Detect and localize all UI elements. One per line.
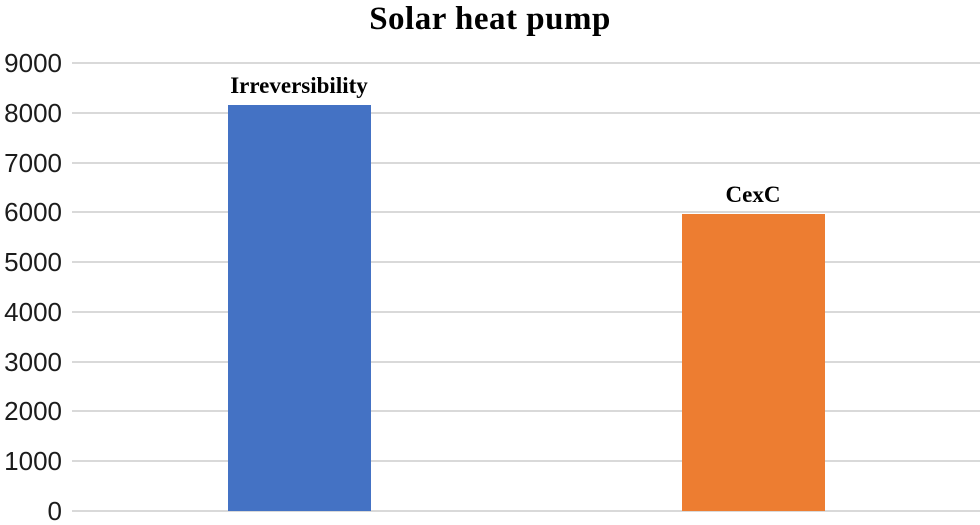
gridline-5000 <box>72 261 980 264</box>
bar-irreversibility <box>227 105 371 511</box>
gridline-0 <box>72 510 980 512</box>
y-tick-label: 3000 <box>4 346 62 377</box>
gridline-3000 <box>72 360 980 363</box>
y-tick-label: 9000 <box>4 48 62 78</box>
gridline-1000 <box>72 460 980 463</box>
chart-title: Solar heat pump <box>369 1 611 37</box>
gridline-4000 <box>72 310 980 313</box>
y-tick-label: 8000 <box>4 97 62 128</box>
y-tick-label: 2000 <box>4 396 62 427</box>
gridline-8000 <box>72 111 980 114</box>
y-tick-label: 6000 <box>4 197 62 228</box>
y-tick-label: 7000 <box>4 147 62 178</box>
gridline-2000 <box>72 410 980 413</box>
bar-cexc <box>681 213 825 511</box>
bar-label-irreversibility: Irreversibility <box>230 73 368 99</box>
y-tick-label: 0 <box>47 496 62 525</box>
bar-label-cexc: CexC <box>725 181 781 207</box>
gridline-7000 <box>72 161 980 164</box>
y-tick-label: 1000 <box>4 446 62 477</box>
gridline-9000 <box>72 62 980 64</box>
y-tick-label: 5000 <box>4 247 62 278</box>
plot-area: Irreversibility CexC <box>72 62 980 512</box>
y-axis: 0 1000 2000 3000 4000 5000 6000 7000 8000 9000 <box>0 50 62 524</box>
y-tick-label: 4000 <box>4 296 62 327</box>
gridline-6000 <box>72 211 980 214</box>
